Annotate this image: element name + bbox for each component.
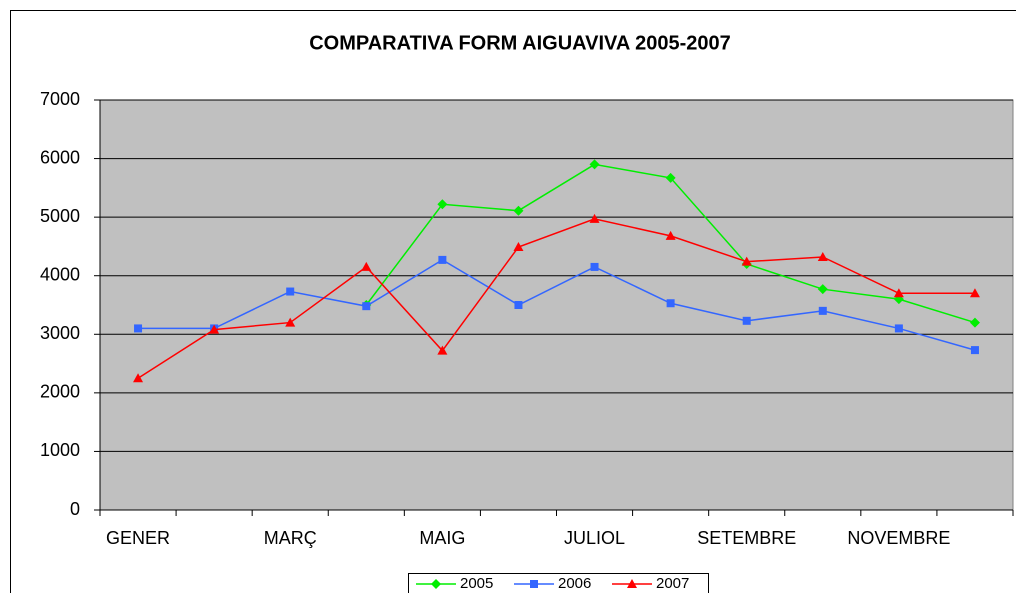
y-tick-label: 2000	[40, 382, 80, 402]
marker	[437, 199, 448, 210]
marker	[969, 317, 980, 328]
y-tick-label: 0	[70, 499, 80, 519]
x-tick-label: NOVEMBRE	[847, 528, 950, 548]
x-tick-label: MAIG	[419, 528, 465, 548]
marker	[209, 324, 220, 334]
y-tick-label: 5000	[40, 206, 80, 226]
marker	[286, 287, 295, 296]
y-tick-label: 7000	[40, 89, 80, 109]
x-tick-label: JULIOL	[564, 528, 625, 548]
marker	[361, 261, 372, 271]
series-line	[137, 218, 975, 379]
legend-label: 2007	[656, 575, 689, 592]
marker	[817, 284, 828, 295]
marker	[431, 579, 441, 589]
legend-label: 2006	[558, 575, 591, 592]
marker	[741, 256, 752, 266]
marker	[530, 580, 538, 588]
marker	[513, 242, 524, 252]
chart-title: COMPARATIVA FORM AIGUAVIVA 2005-2007	[309, 32, 731, 54]
marker	[438, 255, 447, 264]
y-tick-label: 4000	[40, 264, 80, 284]
marker	[665, 172, 676, 183]
marker	[627, 579, 637, 588]
marker	[742, 316, 751, 325]
marker	[665, 230, 676, 240]
marker	[590, 262, 599, 271]
legend-box	[408, 573, 709, 593]
marker	[133, 373, 144, 383]
marker	[969, 288, 980, 298]
marker	[437, 345, 448, 355]
series-line	[138, 259, 976, 351]
x-tick-label: SETEMBRE	[697, 528, 796, 548]
y-tick-label: 6000	[40, 147, 80, 167]
y-tick-label: 3000	[40, 323, 80, 343]
marker	[285, 317, 296, 327]
plot-area	[99, 99, 1014, 511]
marker	[893, 288, 904, 298]
x-tick-label: GENER	[106, 528, 170, 548]
marker	[514, 301, 523, 309]
marker	[589, 213, 600, 223]
marker	[970, 346, 979, 355]
marker	[513, 205, 524, 216]
legend-label: 2005	[460, 575, 493, 592]
marker	[666, 299, 675, 308]
y-tick-label: 1000	[40, 440, 80, 460]
marker	[589, 159, 600, 170]
x-tick-label: MARÇ	[264, 528, 317, 548]
marker	[134, 324, 143, 333]
marker	[894, 324, 903, 333]
marker	[362, 302, 371, 311]
marker	[817, 251, 828, 261]
marker	[818, 306, 827, 315]
